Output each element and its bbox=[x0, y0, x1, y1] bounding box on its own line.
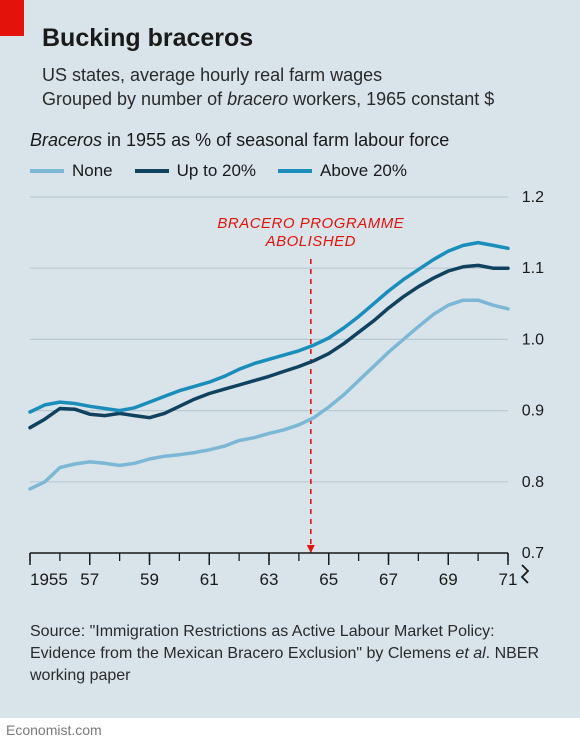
section-label-em: Braceros bbox=[30, 130, 102, 150]
subtitle-line-2-em: bracero bbox=[227, 89, 288, 109]
section-label: Braceros in 1955 as % of seasonal farm l… bbox=[0, 116, 580, 157]
svg-text:0.7: 0.7 bbox=[522, 545, 544, 562]
svg-text:69: 69 bbox=[439, 570, 458, 589]
legend-item-none: None bbox=[30, 161, 113, 181]
brand-tab bbox=[0, 0, 24, 36]
svg-text:67: 67 bbox=[379, 570, 398, 589]
subtitle-line-1: US states, average hourly real farm wage… bbox=[42, 65, 382, 85]
legend: None Up to 20% Above 20% bbox=[0, 157, 580, 189]
section-label-post: in 1955 as % of seasonal farm labour for… bbox=[102, 130, 449, 150]
svg-text:59: 59 bbox=[140, 570, 159, 589]
legend-item-up-to-20: Up to 20% bbox=[135, 161, 256, 181]
subtitle-line-2-post: workers, 1965 constant $ bbox=[288, 89, 494, 109]
svg-text:1.2: 1.2 bbox=[522, 189, 544, 206]
svg-text:63: 63 bbox=[260, 570, 279, 589]
footer-credit: Economist.com bbox=[0, 718, 580, 744]
annotation-line-2: ABOLISHED bbox=[211, 233, 411, 252]
svg-text:61: 61 bbox=[200, 570, 219, 589]
svg-text:1.1: 1.1 bbox=[522, 260, 544, 277]
legend-label: Up to 20% bbox=[177, 161, 256, 181]
svg-text:71: 71 bbox=[499, 570, 518, 589]
legend-swatch bbox=[278, 169, 312, 173]
legend-item-above-20: Above 20% bbox=[278, 161, 407, 181]
subtitle-line-2-pre: Grouped by number of bbox=[42, 89, 227, 109]
chart-title: Bucking braceros bbox=[42, 24, 550, 53]
chart: 0.7 0.8 0.9 1.0 1.1 1.2 1955 57 59 61 63 65 67 69 71 B… bbox=[10, 189, 570, 609]
legend-swatch bbox=[30, 169, 64, 173]
svg-text:0.8: 0.8 bbox=[522, 473, 544, 490]
annotation-line-1: BRACERO PROGRAMME bbox=[211, 215, 411, 234]
svg-text:65: 65 bbox=[319, 570, 338, 589]
legend-label: Above 20% bbox=[320, 161, 407, 181]
svg-text:1.0: 1.0 bbox=[522, 331, 544, 348]
svg-text:57: 57 bbox=[80, 570, 99, 589]
source-note: Source: "Immigration Restrictions as Act… bbox=[0, 609, 580, 708]
chart-card: Bucking braceros US states, average hour… bbox=[0, 0, 580, 718]
legend-swatch bbox=[135, 169, 169, 173]
svg-text:0.9: 0.9 bbox=[522, 402, 544, 419]
svg-text:1955: 1955 bbox=[30, 570, 68, 589]
legend-label: None bbox=[72, 161, 113, 181]
source-pre: Source: "Immigration Restrictions as Act… bbox=[30, 623, 495, 662]
header: Bucking braceros US states, average hour… bbox=[0, 0, 580, 116]
chart-subtitle: US states, average hourly real farm wage… bbox=[42, 63, 550, 112]
source-em: et al bbox=[455, 645, 485, 662]
annotation-label: BRACERO PROGRAMMEABOLISHED bbox=[211, 215, 411, 253]
